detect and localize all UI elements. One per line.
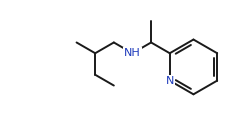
Text: NH: NH [124, 48, 141, 58]
Text: N: N [166, 76, 174, 86]
